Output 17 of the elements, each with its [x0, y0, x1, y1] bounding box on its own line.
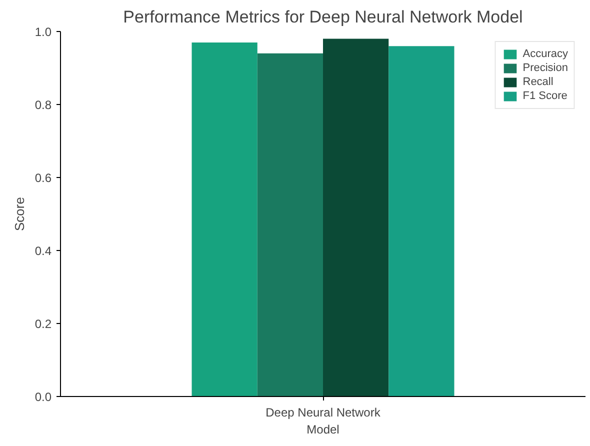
legend-label: Accuracy	[522, 48, 568, 60]
x-tick-label: Deep Neural Network Model	[266, 406, 382, 436]
bar	[388, 46, 454, 396]
y-tick-label: 1.0	[34, 25, 52, 39]
bar	[192, 42, 258, 396]
bar	[257, 53, 323, 396]
chart-title: Performance Metrics for Deep Neural Network Model	[123, 8, 523, 26]
y-tick-label: 0.6	[34, 171, 52, 185]
y-axis-title: Score	[12, 197, 27, 231]
bar	[323, 38, 389, 396]
legend-label: F1 Score	[522, 90, 568, 102]
legend-label: Precision	[522, 62, 568, 74]
y-tick-label: 0.4	[34, 244, 52, 258]
y-tick-label: 0.8	[34, 98, 52, 112]
y-tick-label: 0.2	[34, 317, 52, 331]
legend-label: Recall	[522, 76, 554, 88]
y-tick-label: 0.0	[34, 390, 52, 404]
